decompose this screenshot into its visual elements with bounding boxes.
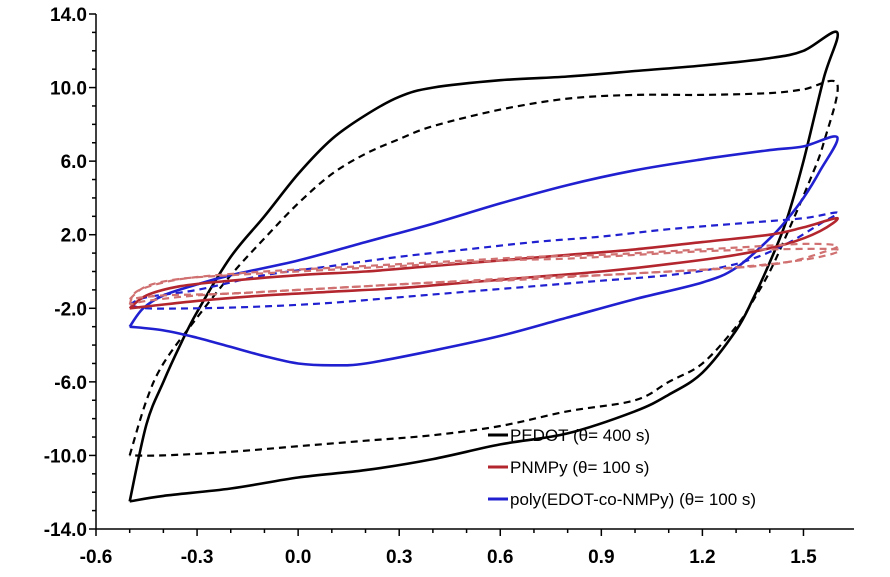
x-tick-label: -0.3 [181, 547, 214, 568]
legend-label: poly(EDOT-co-NMPy) (θ= 100 s) [510, 490, 756, 509]
axes: -14.0 -10.0 -6.0 -2.0 2.0 6.0 10.0 14.0 -0.6 -0.3… [44, 5, 854, 568]
y-tick-label: 10.0 [50, 79, 87, 100]
y-tick-label: 6.0 [61, 152, 87, 173]
series-line-7 [128, 247, 841, 301]
y-tick-label: 14.0 [50, 5, 87, 26]
y-tick-label: -6.0 [54, 373, 87, 394]
x-tick-label: 0.0 [285, 547, 311, 568]
y-tick-label: 2.0 [61, 226, 87, 247]
legend-label: PNMPy (θ= 100 s) [510, 458, 649, 477]
x-tick-label: 0.6 [487, 547, 513, 568]
x-tick-label: 0.3 [386, 547, 412, 568]
series-line-3 [128, 135, 839, 367]
y-tick-label: -14.0 [44, 520, 87, 541]
series-line-1 [128, 30, 840, 503]
x-tick-label: 1.5 [790, 547, 817, 568]
y-tick-label: -2.0 [54, 299, 87, 320]
x-tick-label: 0.9 [588, 547, 614, 568]
y-tick-label: -10.0 [44, 446, 87, 467]
legend: PEDOT (θ= 400 s) PNMPy (θ= 100 s) poly(EDO… [488, 426, 756, 509]
x-tick-label: 1.2 [689, 547, 715, 568]
x-tick-label: -0.6 [80, 547, 113, 568]
plot-area [128, 30, 841, 503]
legend-label: PEDOT (θ= 400 s) [510, 426, 650, 445]
series-line-2 [128, 79, 839, 457]
series-line-5 [128, 216, 839, 310]
